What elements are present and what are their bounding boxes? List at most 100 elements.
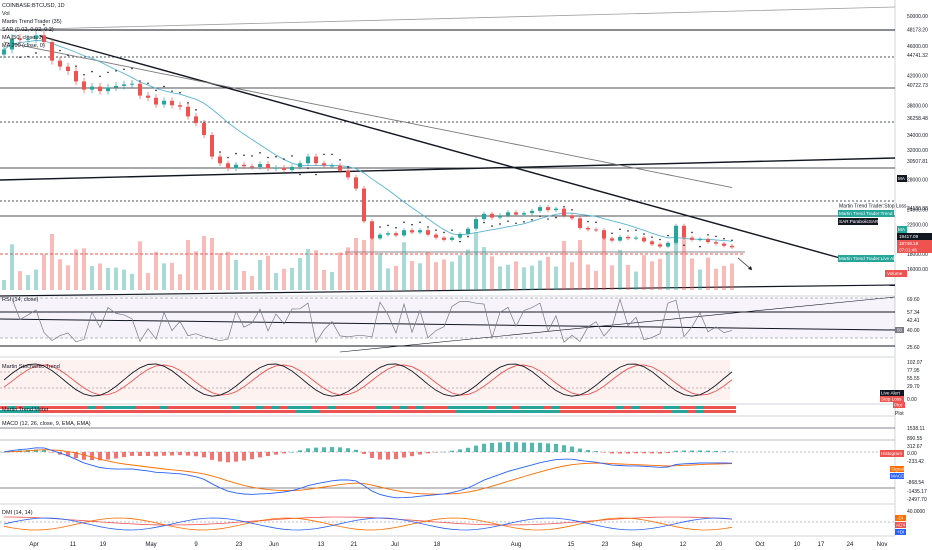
price-tick-18: 16000.00 bbox=[907, 267, 928, 273]
legend-sar: SAR (0.02, 0.02, 0.2) bbox=[2, 27, 54, 33]
volume-bar-3 bbox=[26, 275, 30, 290]
trend-meter-b-38 bbox=[304, 410, 312, 413]
volume-bar-11 bbox=[90, 266, 94, 290]
ma50-line bbox=[3, 39, 733, 242]
macd-hist-bar-57 bbox=[458, 449, 462, 452]
sar-dot-2 bbox=[19, 56, 21, 59]
candle-33 bbox=[266, 164, 270, 169]
trend-meter-a-48 bbox=[384, 406, 392, 409]
sar-dot-4 bbox=[35, 52, 37, 54]
trend-meter-b-65 bbox=[520, 410, 528, 413]
volume-bar-70 bbox=[562, 241, 566, 290]
macd-hist-bar-22 bbox=[178, 452, 182, 456]
trend-meter-a-54 bbox=[432, 406, 440, 409]
macd-hist-bar-83 bbox=[666, 452, 670, 454]
trend-meter-b-68 bbox=[544, 410, 552, 413]
volume-bar-49 bbox=[394, 265, 398, 290]
trend-meter-b-28 bbox=[224, 410, 232, 413]
macd-hist-bar-42 bbox=[338, 447, 342, 452]
trend-meter-b-57 bbox=[456, 410, 464, 413]
macd-hist-bar-74 bbox=[594, 451, 598, 452]
sar-dot-27 bbox=[219, 151, 221, 153]
macd-level-5: -233.42 bbox=[907, 459, 924, 465]
macd-histogram bbox=[2, 442, 734, 463]
candle-12 bbox=[98, 86, 102, 92]
macd-hist-bar-82 bbox=[658, 452, 662, 454]
price-tick-11: 30507.81 bbox=[907, 159, 928, 165]
x-tick-16: 20 bbox=[716, 542, 723, 548]
trend-meter-b-61 bbox=[488, 410, 496, 413]
price-tick-9: 34000.00 bbox=[907, 133, 928, 139]
candle-4 bbox=[34, 35, 38, 40]
trend-meter-b-52 bbox=[416, 410, 424, 413]
trend-meter-b-80 bbox=[640, 410, 648, 413]
macd-hist-bar-54 bbox=[434, 452, 438, 453]
price-tick-17: 18000.00 bbox=[907, 252, 928, 258]
sar-dot-20 bbox=[163, 85, 165, 88]
rsi-level-1: 69.60 bbox=[907, 297, 920, 303]
x-tick-3: May bbox=[145, 542, 156, 548]
sar-dot-87 bbox=[699, 245, 701, 248]
macd-hist-bar-79 bbox=[634, 452, 638, 454]
trend-meter-a-15 bbox=[120, 406, 128, 409]
trend-meter-b-62 bbox=[496, 410, 504, 413]
candle-48 bbox=[386, 233, 390, 235]
sar-dot-3 bbox=[27, 55, 29, 58]
macd-hist-bar-40 bbox=[322, 447, 326, 452]
macd-hist-bar-53 bbox=[426, 452, 430, 454]
trend-meter-b-10 bbox=[80, 410, 88, 413]
trend-meter-a-65 bbox=[520, 406, 528, 409]
macd-badge-signal: Signal bbox=[891, 467, 904, 472]
macd-hist-bar-15 bbox=[122, 452, 126, 458]
trend-meter-a-4 bbox=[32, 406, 40, 409]
macd-hist-bar-44 bbox=[354, 449, 358, 452]
candle-39 bbox=[314, 156, 318, 164]
sar-dot-10 bbox=[83, 73, 85, 76]
trend-meter-b-37 bbox=[296, 410, 304, 413]
stoch-level-1: 102.07 bbox=[907, 360, 923, 366]
trend-meter-b-53 bbox=[424, 410, 432, 413]
candle-52 bbox=[418, 230, 422, 233]
volume-bar-80 bbox=[642, 255, 646, 290]
trend-meter-a-49 bbox=[392, 406, 400, 409]
sar-dot-67 bbox=[539, 215, 541, 217]
candle-73 bbox=[586, 227, 590, 230]
sar-dot-8 bbox=[67, 54, 69, 56]
trend-meter-a-35 bbox=[280, 406, 288, 409]
sar-dot-30 bbox=[243, 154, 245, 156]
rsi-title: RSI (14, close) bbox=[2, 297, 39, 303]
candle-0 bbox=[2, 49, 6, 55]
volume-bar-61 bbox=[490, 256, 494, 290]
trend-meter-b-14 bbox=[112, 410, 120, 413]
badge-stop-loss: Martin Trend Trader:Stop Loss bbox=[839, 204, 907, 210]
stoch-badge-plot: Plot bbox=[894, 403, 903, 408]
volume-bar-90 bbox=[722, 265, 726, 290]
macd-title: MACD (12, 26, close, 9, EMA, EMA) bbox=[2, 421, 91, 427]
trend-meter-a-75 bbox=[600, 406, 608, 409]
macd-hist-bar-51 bbox=[410, 452, 414, 457]
volume-bar-69 bbox=[554, 266, 558, 290]
trend-meter-a-25 bbox=[200, 406, 208, 409]
macd-hist-bar-5 bbox=[42, 450, 46, 452]
macd-hist-bar-43 bbox=[346, 448, 350, 452]
trend-meter-a-29 bbox=[232, 406, 240, 409]
volume-bar-39 bbox=[314, 250, 318, 290]
trend-meter-a-2 bbox=[16, 406, 24, 409]
trend-meter-b-87 bbox=[696, 410, 704, 413]
trend-meter-b-7 bbox=[56, 410, 64, 413]
trend-meter-a-33 bbox=[264, 406, 272, 409]
trend-meter-a-70 bbox=[560, 406, 568, 409]
trend-meter-a-1 bbox=[8, 406, 16, 409]
volume-bar-36 bbox=[290, 267, 294, 290]
candle-59 bbox=[474, 219, 478, 229]
macd-hist-bar-50 bbox=[402, 452, 406, 458]
ma200-line bbox=[3, 41, 733, 188]
trend-meter-a-26 bbox=[208, 406, 216, 409]
macd-hist-bar-33 bbox=[266, 452, 270, 457]
sar-dot-66 bbox=[531, 218, 533, 221]
trend-meter-a-67 bbox=[536, 406, 544, 409]
macd-hist-bar-14 bbox=[114, 452, 118, 459]
sar-dot-29 bbox=[235, 152, 237, 155]
volume-bar-0 bbox=[2, 280, 6, 290]
